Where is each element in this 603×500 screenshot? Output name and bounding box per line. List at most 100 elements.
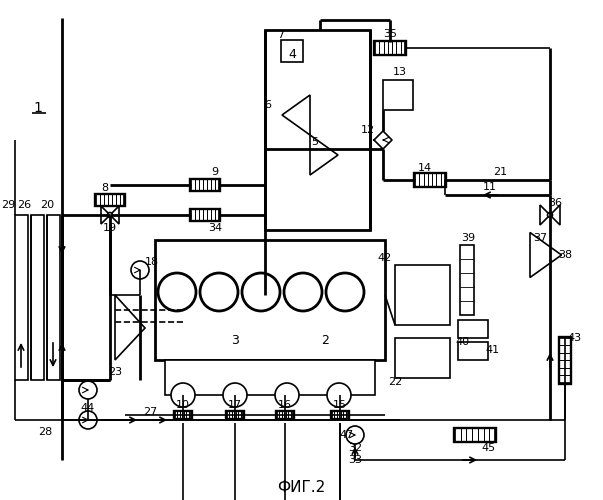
- Bar: [190, 209, 220, 221]
- Text: 39: 39: [461, 233, 475, 243]
- Circle shape: [242, 273, 280, 311]
- Text: 8: 8: [101, 183, 109, 193]
- Text: 29: 29: [1, 200, 15, 210]
- Text: 42: 42: [378, 253, 392, 263]
- Text: 7: 7: [277, 30, 285, 40]
- Text: 47: 47: [340, 430, 354, 440]
- Bar: [415, 173, 445, 187]
- Text: 35: 35: [383, 29, 397, 39]
- Text: 10: 10: [176, 400, 190, 410]
- Text: 18: 18: [145, 257, 159, 267]
- Text: 36: 36: [548, 198, 562, 208]
- Bar: [395, 265, 450, 325]
- Text: 27: 27: [143, 407, 157, 417]
- Bar: [276, 411, 294, 419]
- Bar: [332, 411, 348, 419]
- Bar: [281, 40, 303, 62]
- Text: 45: 45: [481, 443, 495, 453]
- Circle shape: [79, 381, 97, 399]
- Bar: [455, 428, 495, 442]
- Text: 5: 5: [312, 137, 318, 147]
- Text: 13: 13: [393, 67, 407, 77]
- Polygon shape: [540, 205, 550, 225]
- Bar: [226, 411, 244, 419]
- Polygon shape: [530, 232, 561, 278]
- Polygon shape: [282, 95, 310, 135]
- Text: 16: 16: [278, 400, 292, 410]
- Bar: [454, 428, 496, 442]
- Circle shape: [200, 273, 238, 311]
- Text: 9: 9: [212, 167, 218, 177]
- Text: 34: 34: [208, 223, 222, 233]
- Text: 33: 33: [348, 455, 362, 465]
- Bar: [191, 179, 219, 191]
- Polygon shape: [101, 206, 110, 224]
- Text: 32: 32: [348, 443, 362, 453]
- Text: 21: 21: [493, 167, 507, 177]
- Text: 41: 41: [486, 345, 500, 355]
- Text: 4: 4: [288, 48, 296, 62]
- Text: 23: 23: [108, 367, 122, 377]
- Bar: [460, 245, 474, 315]
- Text: 11: 11: [483, 182, 497, 192]
- Bar: [414, 173, 446, 187]
- Bar: [375, 41, 405, 55]
- Polygon shape: [115, 295, 145, 360]
- Text: 37: 37: [533, 233, 547, 243]
- Text: 19: 19: [103, 223, 117, 233]
- Bar: [15, 215, 28, 380]
- Circle shape: [327, 383, 351, 407]
- Circle shape: [158, 273, 196, 311]
- Text: 43: 43: [568, 333, 582, 343]
- Text: 22: 22: [388, 377, 402, 387]
- Bar: [190, 179, 220, 191]
- Bar: [47, 215, 60, 380]
- Text: 26: 26: [17, 200, 31, 210]
- Text: 17: 17: [228, 400, 242, 410]
- Circle shape: [131, 261, 149, 279]
- Circle shape: [107, 212, 113, 218]
- Bar: [175, 411, 191, 419]
- Bar: [155, 240, 385, 360]
- Bar: [277, 411, 293, 419]
- Circle shape: [223, 383, 247, 407]
- Bar: [165, 360, 375, 395]
- Bar: [95, 194, 125, 206]
- Bar: [559, 336, 571, 384]
- Circle shape: [79, 411, 97, 429]
- Text: 20: 20: [40, 200, 54, 210]
- Circle shape: [326, 273, 364, 311]
- Text: 3: 3: [231, 334, 239, 346]
- Bar: [331, 411, 349, 419]
- Bar: [374, 41, 406, 55]
- Text: 1: 1: [34, 101, 42, 115]
- Bar: [265, 30, 370, 230]
- Text: 44: 44: [81, 403, 95, 413]
- Text: 12: 12: [361, 125, 375, 135]
- Text: 14: 14: [418, 163, 432, 173]
- Text: 2: 2: [321, 334, 329, 346]
- Bar: [31, 215, 44, 380]
- Text: ФИГ.2: ФИГ.2: [277, 480, 325, 496]
- Bar: [383, 80, 413, 110]
- Text: 28: 28: [38, 427, 52, 437]
- Text: 6: 6: [265, 100, 271, 110]
- Text: 38: 38: [558, 250, 572, 260]
- Circle shape: [275, 383, 299, 407]
- Bar: [96, 194, 124, 206]
- Circle shape: [284, 273, 322, 311]
- Circle shape: [171, 383, 195, 407]
- Text: 40: 40: [455, 337, 469, 347]
- Bar: [458, 342, 488, 360]
- Text: 15: 15: [333, 400, 347, 410]
- Bar: [559, 338, 571, 382]
- Polygon shape: [110, 206, 119, 224]
- Circle shape: [548, 212, 552, 218]
- Bar: [174, 411, 192, 419]
- Circle shape: [346, 426, 364, 444]
- Bar: [458, 320, 488, 338]
- Bar: [191, 209, 219, 221]
- Polygon shape: [550, 205, 560, 225]
- Polygon shape: [310, 135, 338, 175]
- Bar: [395, 338, 450, 378]
